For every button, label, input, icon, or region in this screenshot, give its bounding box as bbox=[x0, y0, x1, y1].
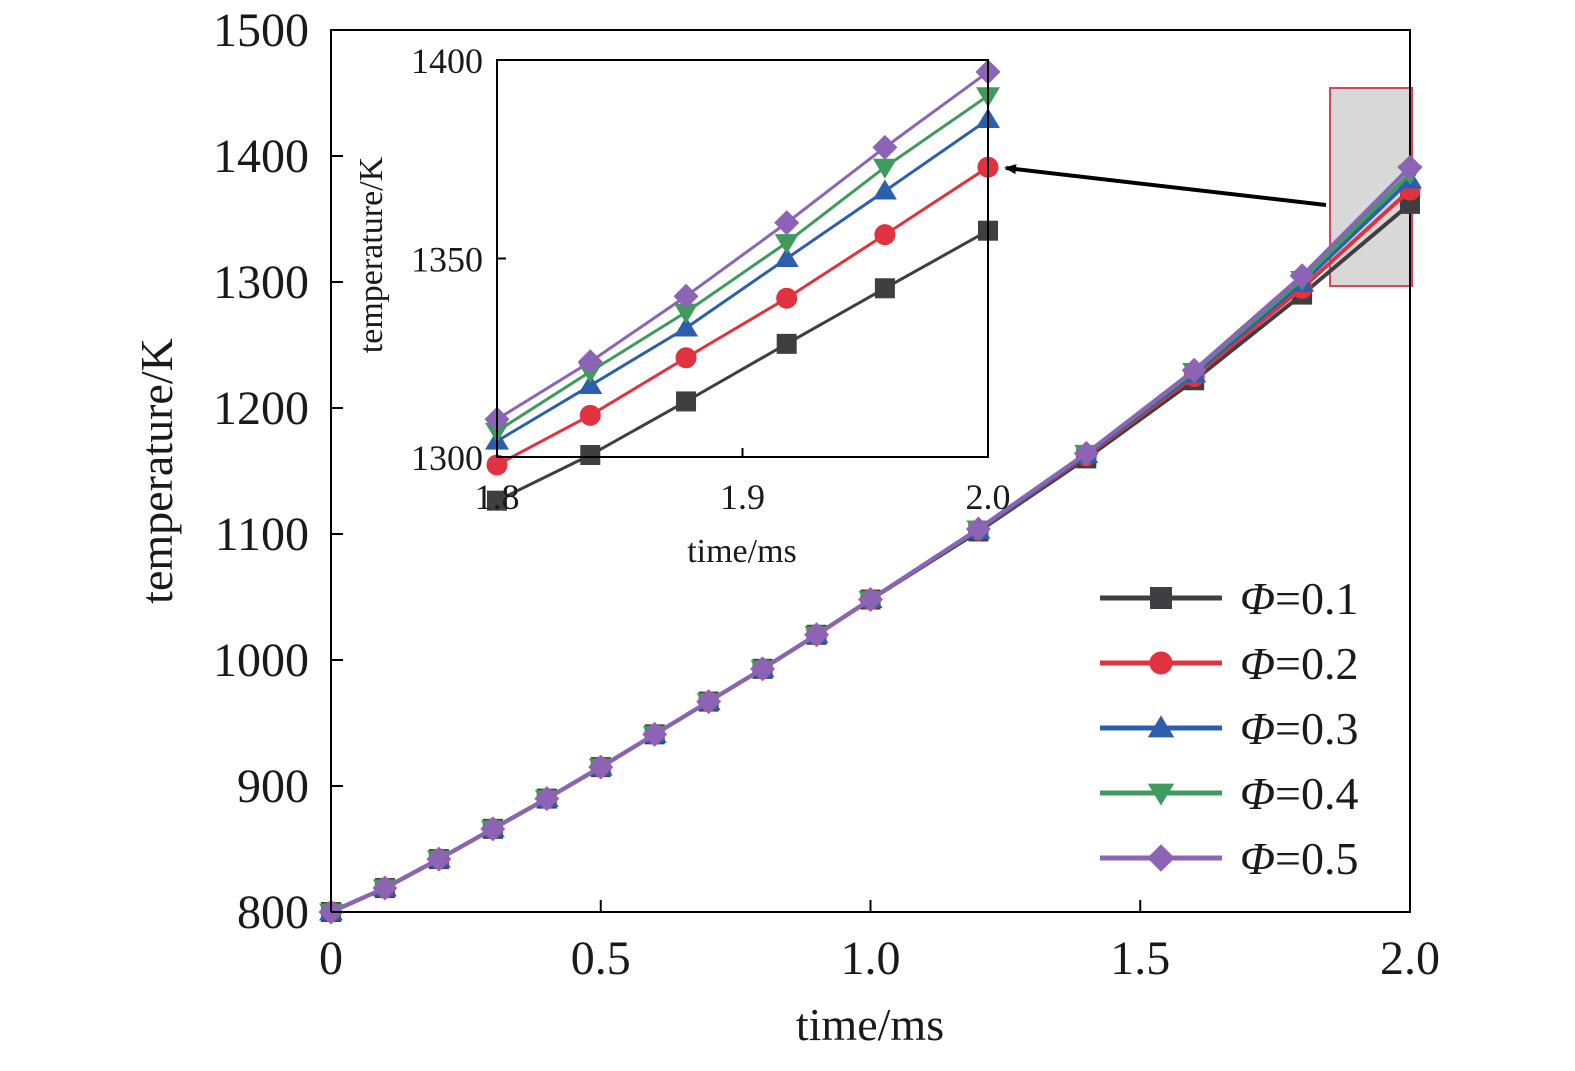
legend-marker bbox=[1147, 844, 1175, 872]
inset-series-5 bbox=[484, 59, 1001, 432]
legend-item: Φ=0.5 bbox=[1100, 833, 1358, 884]
main-axes-group: 0 0.5 1.0 1.5 2.0800900100011001200130014001… bbox=[213, 4, 1440, 985]
inset-data-point bbox=[872, 134, 898, 160]
inset-data-point bbox=[872, 158, 897, 179]
legend-item: Φ=0.1 bbox=[1100, 573, 1358, 624]
inset-data-point bbox=[874, 224, 896, 246]
main-data-point bbox=[372, 875, 398, 901]
main-data-point bbox=[1289, 263, 1315, 289]
legend-label: Φ=0.4 bbox=[1240, 768, 1358, 819]
main-data-point bbox=[642, 721, 668, 747]
inset-x-tick-label: 2.0 bbox=[966, 477, 1011, 517]
main-data-point bbox=[534, 786, 560, 812]
legend: Φ=0.1 Φ=0.2 Φ=0.3 Φ=0.4 Φ=0.5 bbox=[1100, 573, 1358, 884]
inset-data-point bbox=[579, 404, 601, 426]
inset-series-line bbox=[496, 70, 989, 421]
main-series-line bbox=[330, 165, 1412, 914]
inset-data-point bbox=[486, 454, 508, 476]
main-y-axis-label: temperature/K bbox=[131, 338, 182, 604]
inset-data-point bbox=[675, 347, 697, 369]
inset-data-point bbox=[674, 303, 699, 324]
inset-x-tick-label: 1.9 bbox=[720, 477, 765, 517]
main-x-tick-label: 0 bbox=[319, 932, 343, 985]
inset-data-point bbox=[776, 287, 798, 309]
inset-series-line bbox=[496, 94, 989, 433]
zoom-arrow bbox=[1004, 164, 1327, 207]
inset-series-1 bbox=[487, 220, 998, 511]
inset-data-point bbox=[673, 283, 699, 309]
inset-y-tick-label: 1300 bbox=[411, 438, 483, 478]
main-data-point bbox=[750, 656, 776, 682]
main-y-tick-label: 800 bbox=[237, 886, 309, 939]
main-data-point bbox=[426, 846, 452, 872]
inset-data-point bbox=[774, 234, 799, 255]
legend-item: Φ=0.2 bbox=[1100, 638, 1358, 689]
main-series-5 bbox=[318, 154, 1423, 925]
inset-x-axis-label: time/ms bbox=[687, 533, 797, 570]
main-data-point bbox=[1181, 357, 1207, 383]
inset-data-point bbox=[874, 278, 895, 299]
main-data-point bbox=[858, 587, 883, 613]
inset-data-point bbox=[676, 391, 697, 412]
legend-label: Φ=0.5 bbox=[1240, 833, 1358, 884]
inset-y-tick-label: 1400 bbox=[411, 41, 483, 81]
main-y-tick-label: 1300 bbox=[213, 256, 309, 309]
inset-data-point bbox=[776, 333, 797, 354]
inset-series-3 bbox=[485, 108, 1000, 450]
inset-x-tick-label: 1.8 bbox=[475, 477, 520, 517]
main-x-tick-label: 1.5 bbox=[1110, 932, 1170, 985]
main-x-tick-label: 2.0 bbox=[1380, 932, 1440, 985]
main-x-tick-label: 0.5 bbox=[571, 932, 631, 985]
main-data-point bbox=[588, 754, 614, 780]
main-x-tick-label: 1.0 bbox=[841, 932, 901, 985]
main-y-tick-label: 1200 bbox=[213, 382, 309, 435]
inset-data-point bbox=[774, 247, 799, 267]
inset-data-point bbox=[580, 445, 601, 466]
main-y-tick-label: 1100 bbox=[215, 508, 309, 561]
inset-y-axis-label: temperature/K bbox=[353, 156, 390, 353]
inset-series-line bbox=[496, 118, 989, 443]
legend-label: Φ=0.2 bbox=[1240, 638, 1358, 689]
legend-marker bbox=[1150, 587, 1172, 609]
main-data-point bbox=[1397, 154, 1423, 180]
inset-y-tick-label: 1350 bbox=[411, 240, 483, 280]
inset-series-line bbox=[496, 229, 989, 503]
main-y-tick-label: 900 bbox=[237, 760, 309, 813]
inset-data-point bbox=[577, 349, 603, 375]
main-y-tick-label: 1500 bbox=[213, 4, 309, 57]
legend-item: Φ=0.3 bbox=[1100, 703, 1358, 754]
inset-data-point bbox=[487, 490, 507, 511]
main-data-point bbox=[696, 689, 722, 715]
main-x-axis-label: time/ms bbox=[796, 999, 944, 1050]
legend-marker bbox=[1149, 651, 1173, 675]
main-y-tick-label: 1400 bbox=[213, 130, 309, 183]
main-data-point bbox=[804, 622, 830, 648]
inset-data-point bbox=[674, 316, 699, 337]
inset-data-point bbox=[578, 374, 603, 395]
legend-marker bbox=[1147, 783, 1175, 806]
main-series-group bbox=[318, 154, 1423, 925]
legend-marker bbox=[1147, 715, 1175, 738]
inset-data-point bbox=[872, 179, 897, 200]
main-data-point bbox=[965, 516, 991, 542]
inset-series-line bbox=[496, 165, 989, 467]
legend-label: Φ=0.1 bbox=[1240, 573, 1358, 624]
legend-item: Φ=0.4 bbox=[1100, 768, 1358, 819]
legend-label: Φ=0.3 bbox=[1240, 703, 1358, 754]
inset-data-point bbox=[774, 210, 800, 236]
main-data-point bbox=[1073, 440, 1099, 466]
inset-axes-group: 1.8 1.9 2.0 1300 1350 1400 bbox=[411, 41, 1011, 517]
main-data-point bbox=[480, 816, 506, 842]
main-y-tick-label: 1000 bbox=[213, 634, 309, 687]
